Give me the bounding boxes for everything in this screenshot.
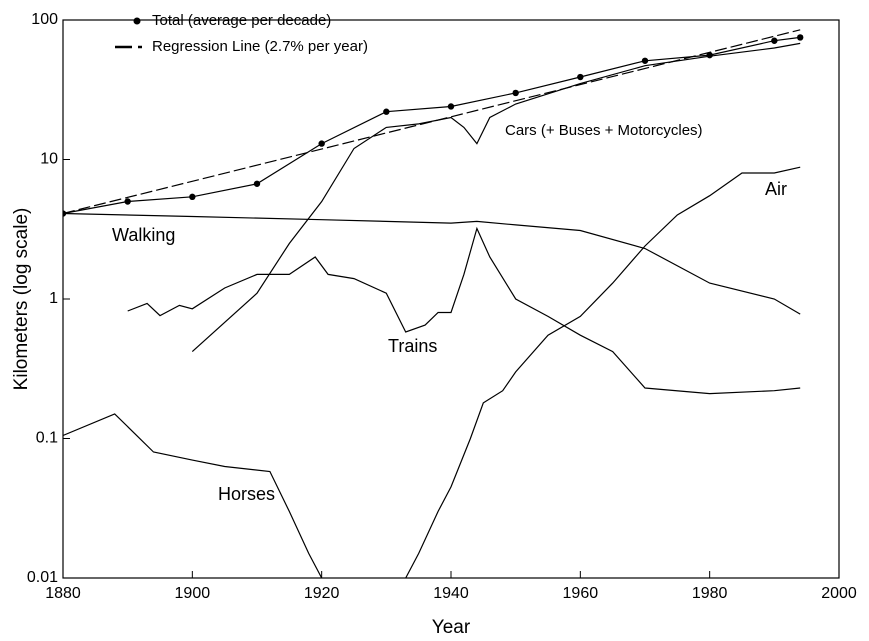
x-tick-label: 1920 xyxy=(304,585,340,602)
series-label: Air xyxy=(765,179,787,199)
legend-label: Regression Line (2.7% per year) xyxy=(152,38,368,55)
data-point xyxy=(253,180,261,187)
series-label: Cars (+ Buses + Motorcycles) xyxy=(505,122,703,139)
x-tick-label: 1980 xyxy=(692,585,728,602)
y-tick-label: 1 xyxy=(49,290,58,307)
y-tick-label: 10 xyxy=(40,151,58,168)
x-tick-label: 2000 xyxy=(821,585,857,602)
data-point xyxy=(641,57,649,64)
series-label: Horses xyxy=(218,484,275,504)
series-label: Walking xyxy=(112,225,175,245)
x-tick-label: 1940 xyxy=(433,585,469,602)
data-point xyxy=(577,73,584,81)
series-line xyxy=(191,42,801,353)
y-tick-label: 0.01 xyxy=(27,569,58,586)
data-point xyxy=(318,140,325,147)
y-tick-label: 100 xyxy=(31,11,58,28)
series-line xyxy=(63,212,801,315)
data-point xyxy=(189,193,196,201)
y-axis-label: Kilometers (log scale) xyxy=(11,208,32,391)
data-point xyxy=(447,103,455,110)
series-line xyxy=(63,413,323,578)
x-tick-label: 1880 xyxy=(45,585,81,602)
data-point xyxy=(771,37,778,44)
data-point xyxy=(512,89,519,97)
data-point xyxy=(383,108,390,115)
data-point xyxy=(797,34,804,41)
series-line xyxy=(127,226,801,395)
legend-marker xyxy=(133,17,141,25)
legend-label: Total (average per decade) xyxy=(152,12,331,29)
data-point xyxy=(124,198,131,205)
series-line xyxy=(405,166,801,578)
x-tick-label: 1960 xyxy=(563,585,599,602)
plot-area xyxy=(63,29,804,578)
y-tick-label: 0.1 xyxy=(36,430,58,447)
series-label: Trains xyxy=(388,336,437,356)
x-tick-label: 1900 xyxy=(175,585,211,602)
x-axis-label: Year xyxy=(432,617,471,638)
